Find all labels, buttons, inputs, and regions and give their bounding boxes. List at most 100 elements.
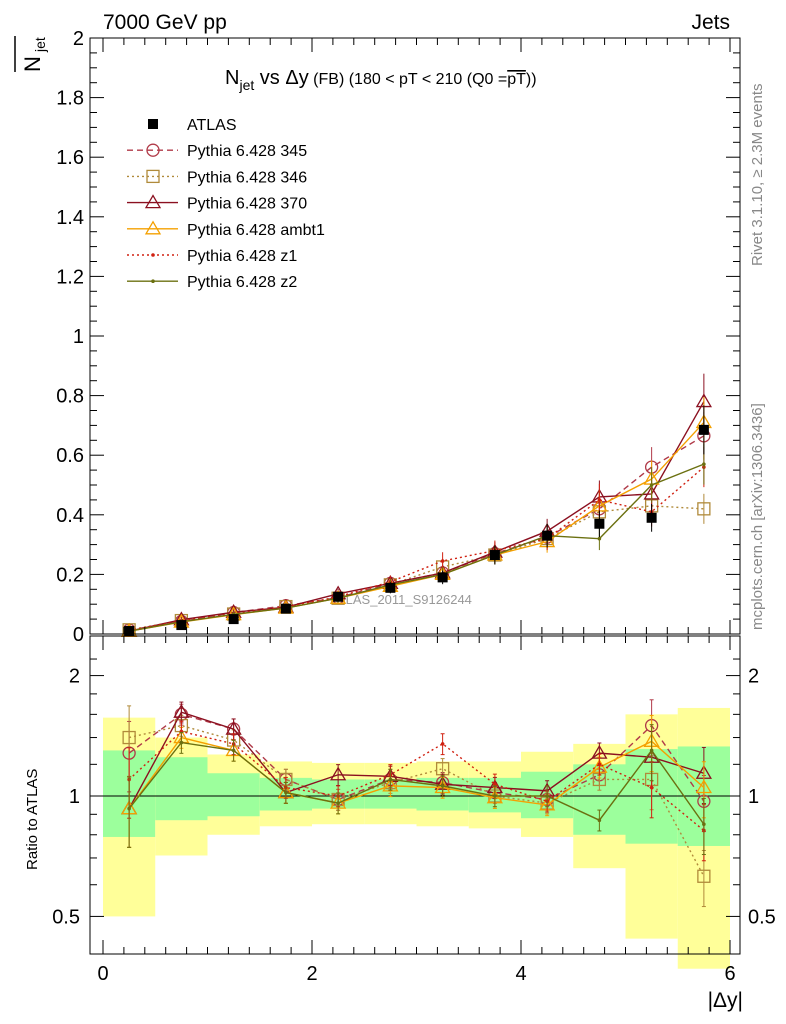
legend-entry-pythia-6-428-z2: Pythia 6.428 z2	[127, 274, 297, 291]
ratio-data-point	[329, 766, 347, 781]
ratio-data-point	[493, 794, 497, 798]
data-point	[176, 620, 187, 631]
ratio-frame	[89, 635, 741, 955]
main-y-tick-label: 1.4	[56, 207, 84, 229]
ratio-data-point	[597, 762, 602, 767]
main-y-tick-label: 0	[73, 624, 84, 646]
data-point	[646, 512, 657, 523]
ratio-data-point	[173, 703, 190, 718]
data-point	[542, 530, 553, 541]
series-pythia-6-428-346	[122, 490, 711, 637]
data-point	[698, 424, 709, 435]
ratio-data-point	[493, 782, 497, 787]
process-label: Jets	[691, 11, 730, 34]
ratio-data-point	[382, 777, 399, 792]
data-point	[385, 582, 396, 593]
title-main: N	[225, 67, 239, 89]
y-axis-label-sub: jet	[32, 37, 48, 53]
ratio-data-point	[695, 779, 713, 794]
legend-entry-pythia-6-428-346: Pythia 6.428 346	[127, 169, 307, 186]
main-y-tick-label: 1.2	[56, 266, 84, 288]
legend-entry-atlas: ATLAS	[148, 117, 237, 134]
legend-entry-pythia-6-428-370: Pythia 6.428 370	[127, 194, 307, 213]
data-point	[697, 502, 711, 516]
ratio-series-line	[128, 724, 705, 877]
legend-marker	[148, 119, 158, 129]
data-point	[124, 626, 135, 637]
main-axes: 0 0.2 0.4 0.6 0.8 1 1.2 1.4 1.6 1.8 2	[56, 28, 740, 646]
title-close: ))	[526, 71, 537, 88]
ratio-data-point	[122, 730, 136, 745]
legend-label: ATLAS	[187, 117, 237, 134]
ratio-data-point	[649, 785, 654, 790]
legend: ATLAS Pythia 6.428 345 Pythia 6.428 346 Pyt…	[127, 117, 325, 291]
ratio-band-inner	[207, 773, 260, 817]
legend-label: Pythia 6.428 z2	[187, 274, 297, 291]
legend-marker	[151, 253, 155, 257]
legend-marker	[146, 143, 160, 157]
series-line	[129, 463, 705, 632]
data-point	[597, 498, 602, 502]
ratio-y-tick-label: 1	[69, 786, 80, 808]
energy-label: 7000 GeV pp	[103, 11, 227, 34]
ratio-data-point	[440, 784, 445, 788]
ratio-data-point	[388, 777, 393, 782]
y-axis-label-main: N	[20, 56, 45, 72]
legend-label: Pythia 6.428 z1	[187, 248, 297, 265]
title-rest: vs Δy	[254, 67, 308, 89]
legend-label: Pythia 6.428 370	[187, 196, 307, 213]
ratio-x-tick-label: 4	[515, 963, 526, 985]
ratio-x-tick-label: 0	[97, 963, 108, 985]
data-point	[649, 483, 654, 487]
ratio-data-point	[702, 822, 706, 827]
ratio-y-tick-label-right: 2	[748, 666, 759, 688]
legend-entry-pythia-6-428-345: Pythia 6.428 345	[127, 143, 307, 160]
title-small: (FB) (180 < pT < 210 (Q0 =	[309, 71, 507, 88]
main-y-tick-label: 0.6	[56, 445, 84, 467]
ratio-data-point	[597, 818, 602, 822]
rivet-version-label: Rivet 3.1.10, ≥ 2.3M events	[749, 84, 766, 267]
ratio-x-tick-label: 6	[724, 963, 735, 985]
ratio-bands	[103, 707, 730, 969]
series-line	[129, 505, 704, 631]
main-data-layer	[120, 373, 713, 637]
ratio-data-point	[649, 748, 654, 753]
main-y-tick-label: 0.2	[56, 564, 84, 586]
title-sub: jet	[238, 77, 254, 93]
ratio-data-point	[284, 790, 288, 795]
main-y-tick-label: 1.6	[56, 147, 84, 169]
ratio-y-label: Ratio to ATLAS	[24, 769, 41, 870]
data-point	[437, 572, 448, 583]
ratio-data-point	[179, 740, 184, 745]
legend-marker	[144, 220, 162, 235]
analysis-watermark: ATLAS_2011_S9126244	[330, 592, 472, 607]
y-axis-label: N jet	[14, 36, 48, 72]
data-point	[228, 614, 239, 625]
data-point	[702, 462, 706, 466]
ratio-series-line	[128, 741, 705, 825]
data-point	[440, 559, 445, 563]
ratio-data-point	[336, 801, 340, 805]
ratio-panel: 0.5 0.5 1 1 2 2 0 2 4 6 Ratio to ATLAS |Δy|	[24, 635, 776, 1012]
data-point	[597, 536, 602, 541]
series-atlas	[124, 405, 709, 637]
ratio-data-point	[697, 869, 711, 883]
data-point	[489, 550, 500, 561]
data-point	[333, 591, 344, 602]
main-panel: ATLAS_2011_S9126244 0 0.2 0.4 0.6 0.8 1 1.2 1.4…	[56, 28, 741, 646]
ratio-data-point	[545, 794, 549, 798]
main-y-tick-label: 0.8	[56, 386, 84, 408]
mcplots-label: mcplots.cern.ch [arXiv:1306.3436]	[749, 403, 766, 630]
ratio-series-line	[128, 711, 705, 809]
ratio-data-layer	[120, 699, 713, 908]
plot-title: Njet vs Δy (FB) (180 < pT < 210 (Q0 =pT)…	[225, 67, 537, 93]
ratio-series-pythia-6-428-z2	[127, 724, 706, 856]
legend-label: Pythia 6.428 345	[187, 143, 307, 160]
ratio-y-tick-label-right: 0.5	[748, 906, 776, 928]
legend-marker	[146, 169, 160, 184]
main-y-tick-label: 2	[73, 28, 84, 50]
ratio-y-tick-label-right: 1	[748, 786, 759, 808]
svg-text:Njet vs Δy (FB) (180 < pT < 21: Njet vs Δy (FB) (180 < pT < 210 (Q0 =pT)…	[225, 67, 537, 93]
legend-entry-pythia-6-428-ambt1: Pythia 6.428 ambt1	[127, 220, 325, 239]
